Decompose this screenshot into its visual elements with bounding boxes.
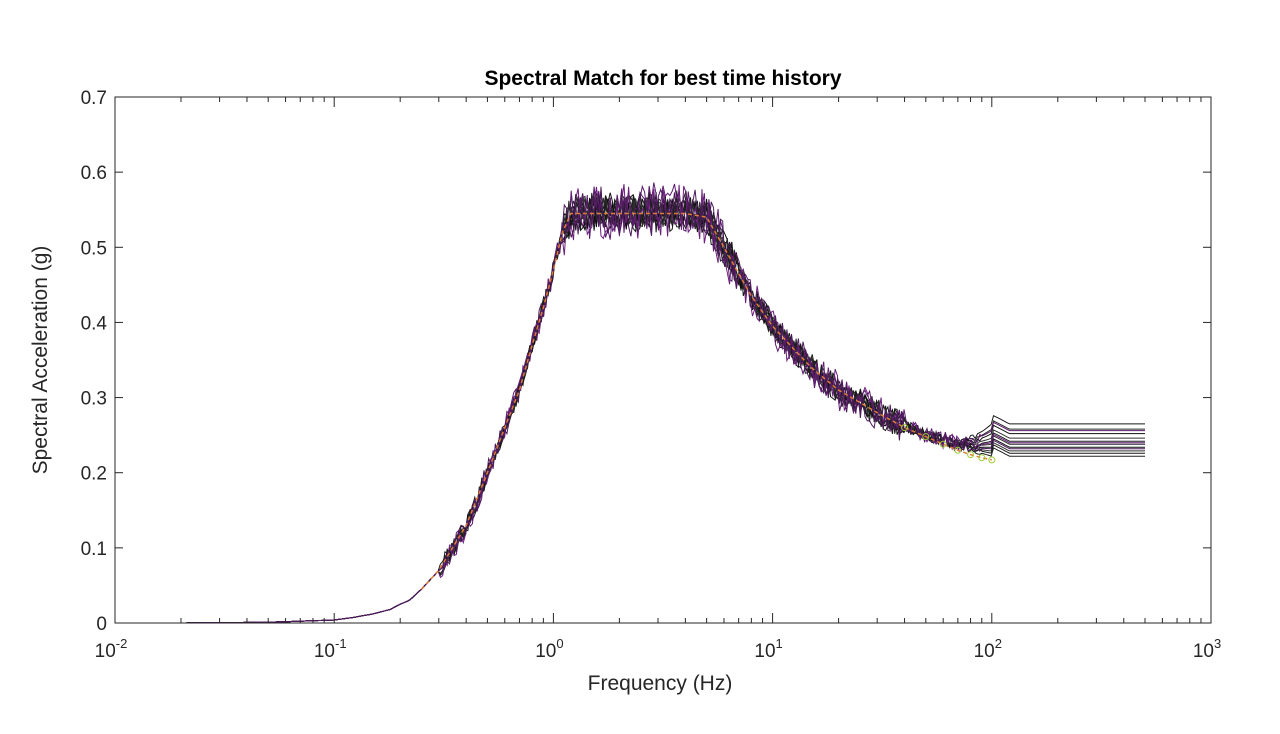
x-tick-label-exp-4: 2 (995, 636, 1002, 651)
x-tick-label-exp-1: -1 (335, 636, 347, 651)
y-tick-label-7: 0.7 (81, 88, 107, 109)
target-spectrum-marker-25 (901, 424, 909, 432)
target-spectrum-marker-30 (978, 454, 986, 462)
x-tick-label-base-1: 10 (314, 641, 335, 662)
x-tick-label-exp-3: 1 (776, 636, 783, 651)
y-tick-label-5: 0.5 (81, 238, 107, 259)
x-tick-label-5: 103 (1193, 636, 1221, 662)
plot-area (181, 182, 1145, 623)
target-spectrum-marker-26 (922, 433, 930, 441)
y-tick-label-3: 0.3 (81, 389, 107, 410)
x-tick-label-base-5: 10 (1193, 641, 1214, 662)
x-tick-label-base-2: 10 (535, 641, 556, 662)
x-tick-label-2: 100 (535, 636, 563, 662)
x-tick-label-base-0: 10 (95, 641, 116, 662)
x-tick-label-1: 10-1 (314, 636, 347, 662)
x-tick-label-3: 101 (754, 636, 782, 662)
spectrum-series-line-13 (181, 186, 1145, 623)
x-axis-label: Frequency (Hz) (588, 672, 733, 695)
chart-title: Spectral Match for best time history (484, 67, 841, 90)
target-spectrum-marker-28 (954, 446, 962, 454)
target-spectrum-marker-27 (939, 440, 947, 448)
x-tick-label-exp-0: -2 (116, 636, 128, 651)
y-tick-label-4: 0.4 (81, 313, 108, 334)
y-tick-label-1: 0.1 (81, 539, 107, 560)
y-tick-label-0: 0 (96, 614, 107, 635)
axes: 00.10.20.30.40.50.60.710-2 10-1 100 101 102 1… (81, 88, 1222, 662)
target-spectrum-marker-31 (988, 456, 996, 464)
x-tick-label-exp-5: 3 (1214, 636, 1221, 651)
x-tick-label-0: 10-2 (95, 636, 128, 662)
x-tick-label-exp-2: 0 (556, 636, 563, 651)
y-axis-label: Spectral Acceleration (g) (29, 246, 52, 475)
x-tick-label-4: 102 (974, 636, 1002, 662)
y-tick-label-2: 0.2 (81, 464, 107, 485)
x-tick-label-base-4: 10 (974, 641, 995, 662)
y-tick-label-6: 0.6 (81, 163, 107, 184)
x-tick-label-base-3: 10 (754, 641, 775, 662)
target-spectrum-marker-29 (967, 451, 975, 459)
target-spectrum-line (420, 212, 992, 590)
axes-box (114, 96, 1212, 624)
